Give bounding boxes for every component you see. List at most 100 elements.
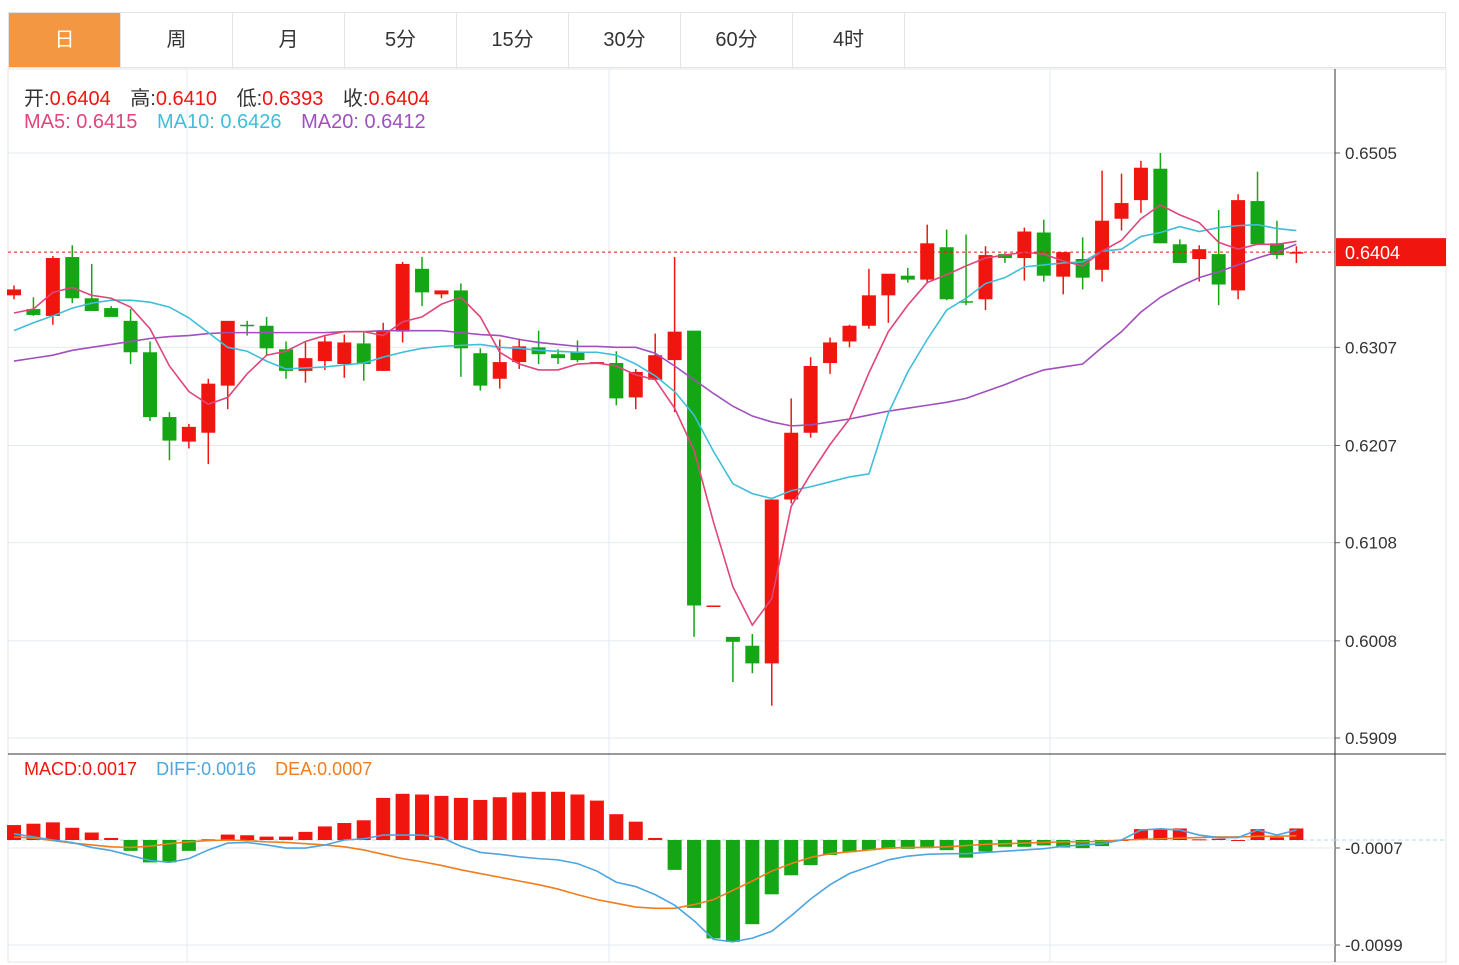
- candle-body: [939, 247, 954, 300]
- tab-2[interactable]: 月: [233, 13, 345, 67]
- candle-body: [1289, 252, 1304, 254]
- candle-body: [725, 636, 740, 642]
- macd-bar: [706, 840, 721, 939]
- ma5-line: [13, 204, 1297, 627]
- candle-body: [1269, 243, 1284, 256]
- tab-6[interactable]: 60分: [681, 13, 793, 67]
- diff-value: 0.0016: [201, 759, 257, 779]
- candle-body: [900, 275, 915, 280]
- macd-bar: [220, 834, 235, 840]
- dea-label: DEA:: [275, 759, 318, 779]
- candle-body: [1231, 200, 1246, 291]
- ohlc-info: 开:0.6404 高:0.6410 低:0.6393 收:0.6404: [24, 82, 430, 111]
- ma10-value: 0.6426: [220, 111, 282, 133]
- macd-bar: [959, 840, 974, 858]
- price-tick-label: 0.6207: [1345, 437, 1397, 456]
- candle-body: [45, 258, 60, 316]
- candle-body: [667, 331, 682, 361]
- candle-body: [881, 273, 896, 296]
- candle-body: [259, 325, 274, 349]
- macd-bar: [803, 840, 818, 866]
- candle-body: [453, 290, 468, 349]
- candle-body: [240, 324, 255, 327]
- price-tick-label: 0.6307: [1345, 338, 1397, 357]
- low-value: 0.6393: [262, 88, 324, 110]
- candle-body: [337, 342, 352, 365]
- dea-value: 0.0007: [317, 759, 373, 779]
- tab-3[interactable]: 5分: [345, 13, 457, 67]
- macd-bar: [609, 814, 624, 840]
- candle-body: [978, 255, 993, 300]
- macd-bar: [415, 794, 430, 840]
- candle-body: [609, 363, 624, 399]
- macd-bar: [123, 840, 138, 851]
- candle-body: [920, 243, 935, 280]
- macd-bar: [259, 836, 274, 840]
- candle-body: [434, 290, 449, 295]
- low-label: 低:: [236, 88, 263, 110]
- candle-body: [395, 263, 410, 332]
- macd-bar: [1269, 837, 1284, 840]
- close-value: 0.6404: [368, 88, 430, 110]
- macd-bar: [7, 825, 21, 840]
- candle-body: [628, 371, 643, 398]
- diff-label: DIFF:: [156, 759, 202, 779]
- tab-7[interactable]: 4时: [793, 13, 905, 67]
- price-tick-label: 0.6108: [1345, 534, 1397, 553]
- macd-bar: [104, 837, 119, 840]
- ma20-label: MA20:: [301, 111, 359, 133]
- close-label: 收:: [342, 88, 369, 110]
- macd-bar: [84, 832, 99, 840]
- open-label: 开:: [24, 88, 50, 110]
- candle-body: [1211, 254, 1226, 285]
- macd-bar: [434, 795, 449, 840]
- macd-bar: [298, 831, 313, 840]
- candle-body: [687, 330, 702, 606]
- tab-1[interactable]: 周: [121, 13, 233, 67]
- macd-bar: [1289, 828, 1304, 840]
- macd-bar: [395, 793, 410, 840]
- macd-bar: [920, 840, 935, 849]
- price-tick-label: 0.6505: [1345, 144, 1397, 163]
- macd-bar: [531, 791, 546, 840]
- macd-bar: [589, 800, 604, 840]
- ma5-label: MA5:: [24, 111, 71, 133]
- macd-bar: [667, 840, 682, 870]
- macd-bar: [570, 794, 585, 840]
- macd-bar: [1075, 840, 1090, 849]
- candle-body: [201, 383, 216, 433]
- tab-5[interactable]: 30分: [569, 13, 681, 67]
- macd-bar: [842, 840, 857, 853]
- macd-bar: [492, 797, 507, 840]
- macd-bar: [1250, 829, 1265, 840]
- macd-bar: [551, 791, 566, 840]
- tab-4[interactable]: 15分: [457, 13, 569, 67]
- candle-body: [26, 309, 41, 315]
- candle-body: [7, 289, 21, 296]
- candle-body: [1153, 168, 1168, 244]
- macd-bar: [881, 840, 896, 849]
- candle-body: [104, 308, 119, 317]
- candle-body: [65, 257, 80, 299]
- candle-body: [473, 353, 488, 386]
- macd-bar: [45, 822, 60, 840]
- macd-bar: [823, 840, 838, 855]
- candle-body: [279, 349, 294, 371]
- macd-bar: [1192, 839, 1207, 841]
- macd-bar: [648, 837, 663, 840]
- candle-body: [356, 343, 371, 365]
- high-value: 0.6410: [155, 88, 218, 110]
- ma-info: MA5: 0.6415 MA10: 0.6426 MA20: 0.6412: [24, 111, 426, 134]
- candle-body: [842, 325, 857, 342]
- candle-body: [1250, 201, 1265, 245]
- diff-line: [13, 828, 1297, 943]
- ma10-line: [13, 223, 1297, 500]
- macd-bar: [317, 826, 332, 840]
- tab-0[interactable]: 日: [9, 13, 121, 67]
- candle-body: [84, 298, 99, 312]
- macd-bar: [473, 799, 488, 840]
- macd-tick-label: -0.0099: [1345, 936, 1403, 955]
- macd-bar: [1211, 838, 1226, 840]
- ma20-line: [13, 243, 1297, 427]
